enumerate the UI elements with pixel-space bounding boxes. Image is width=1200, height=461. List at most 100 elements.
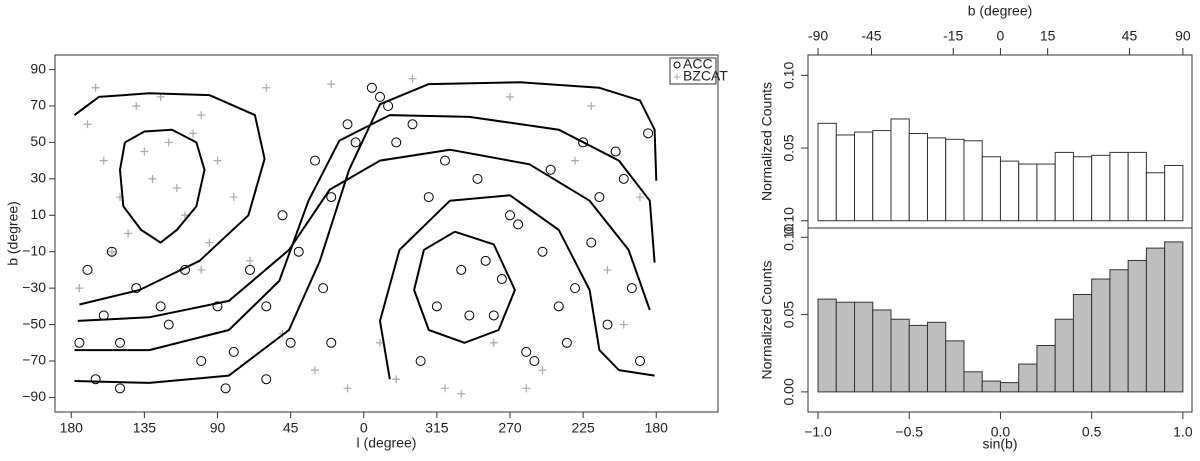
point-acc: [570, 283, 580, 294]
histogram-bar: [1018, 363, 1038, 393]
point-acc: [74, 337, 85, 348]
x-tick-label: 45: [283, 420, 299, 436]
point-bzcat: [506, 92, 514, 101]
point-acc: [529, 356, 540, 366]
point-acc: [594, 192, 605, 203]
point-acc: [505, 210, 515, 221]
point-bzcat: [587, 102, 596, 110]
x-tick-label: 1.0: [1173, 424, 1193, 440]
contour-line: [73, 92, 266, 306]
y-tick-label: −90: [22, 388, 46, 404]
histogram-bar: [926, 321, 947, 393]
y-tick-label: 50: [30, 133, 46, 149]
point-bzcat: [140, 147, 149, 156]
point-acc: [610, 146, 621, 157]
x-tick-label: 90: [210, 420, 226, 436]
histogram-bar: [908, 324, 928, 393]
contour-line: [74, 81, 658, 384]
histogram-bar: [1109, 269, 1129, 393]
point-bzcat: [107, 247, 116, 256]
point-acc: [391, 137, 402, 148]
x2-tick-label: 90: [1175, 28, 1191, 44]
point-acc: [456, 264, 467, 275]
x-tick-label: 225: [571, 420, 595, 436]
x2-tick-label: 15: [1040, 28, 1056, 44]
y-tick-label: 0.05: [781, 134, 797, 161]
point-bzcat: [571, 156, 579, 165]
point-acc: [545, 164, 556, 175]
point-bzcat: [189, 129, 198, 138]
point-bzcat: [262, 83, 271, 92]
y-tick-label: −70: [22, 352, 46, 368]
point-bzcat: [311, 366, 319, 375]
point-bzcat: [327, 80, 336, 89]
legend-marker: [674, 74, 680, 80]
histogram-bar: [1145, 172, 1166, 222]
point-acc: [375, 91, 385, 102]
point-acc: [163, 319, 174, 330]
y-tick-label: 0.10: [781, 223, 797, 250]
x-axis-label: l (degree): [357, 435, 417, 451]
point-acc: [155, 301, 166, 312]
point-bzcat: [538, 366, 547, 375]
point-acc: [586, 237, 597, 248]
contour-line: [413, 230, 516, 344]
y-tick-label: 90: [30, 60, 46, 76]
y-axis-label: b (degree): [5, 201, 21, 266]
histogram-bar: [999, 160, 1020, 222]
point-acc: [318, 283, 329, 294]
point-acc: [643, 128, 654, 139]
point-bzcat: [408, 74, 417, 83]
x-tick-label: 0.0: [991, 424, 1011, 440]
contour-line: [74, 114, 656, 352]
point-acc: [293, 246, 304, 257]
point-bzcat: [205, 238, 214, 247]
point-acc: [521, 346, 532, 357]
x-tick-label: 270: [498, 420, 522, 436]
y-tick-label: 10: [30, 206, 46, 222]
histogram-bar: [1091, 154, 1111, 222]
histogram-bar: [1164, 164, 1184, 222]
histogram-bar: [835, 301, 856, 393]
point-acc: [464, 310, 475, 321]
y-tick-label: −50: [22, 315, 46, 331]
histogram-bar: [963, 371, 983, 393]
y-tick-label: 0.10: [781, 207, 797, 234]
point-acc: [553, 301, 564, 312]
point-acc: [131, 283, 142, 294]
histogram-bar: [854, 301, 874, 393]
y-axis-label: Normalized Counts: [759, 260, 775, 379]
histogram-bar: [835, 134, 856, 222]
x-tick-label: 0.5: [1082, 424, 1102, 440]
histogram-bar: [1127, 151, 1147, 222]
point-acc: [415, 356, 426, 366]
contour-line: [379, 194, 655, 380]
point-acc: [245, 264, 255, 275]
point-bzcat: [392, 375, 401, 384]
histogram-bar: [1127, 259, 1147, 393]
point-acc: [578, 137, 589, 148]
x-tick-label: −1.0: [804, 424, 832, 440]
point-acc: [285, 337, 296, 348]
point-acc: [106, 246, 117, 257]
histogram-bar: [817, 298, 837, 393]
x-tick-label: 0: [360, 420, 368, 436]
point-acc: [90, 374, 101, 385]
point-acc: [561, 337, 572, 348]
x-tick-label: 180: [645, 420, 669, 436]
point-bzcat: [246, 256, 254, 265]
legend-box: [669, 57, 717, 85]
histogram-bar: [854, 131, 874, 222]
histogram-bar: [945, 340, 965, 393]
x2-tick-label: -45: [861, 28, 881, 44]
point-acc: [635, 356, 645, 366]
point-bzcat: [164, 138, 173, 147]
point-acc: [196, 356, 207, 366]
histogram-bar: [1054, 318, 1074, 393]
point-acc: [537, 246, 548, 257]
histogram-bar: [872, 130, 892, 222]
histogram-bar: [1072, 293, 1093, 393]
histogram-bar: [1018, 163, 1038, 222]
point-acc: [220, 383, 231, 394]
